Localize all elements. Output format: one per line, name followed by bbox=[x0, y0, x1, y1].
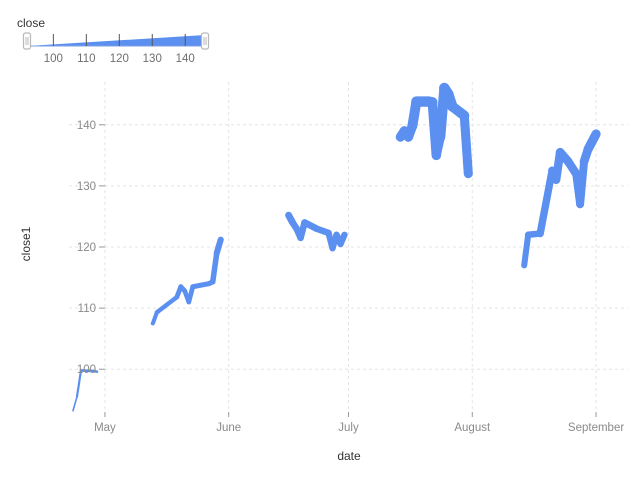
line-segment bbox=[209, 250, 220, 285]
series-layer bbox=[72, 82, 601, 412]
size-legend-tick-label: 140 bbox=[176, 53, 195, 65]
x-axis: May June July August September bbox=[94, 412, 624, 434]
line-segment bbox=[536, 166, 556, 238]
x-tick-label: August bbox=[454, 422, 491, 434]
line-segment bbox=[190, 281, 212, 290]
size-legend-tick-label: 130 bbox=[143, 53, 162, 65]
y-axis-title: close1 bbox=[19, 226, 33, 261]
series-segment bbox=[521, 129, 601, 269]
size-legend-tick-label: 100 bbox=[44, 53, 63, 65]
line-segment bbox=[91, 369, 99, 373]
size-legend-max-handle[interactable] bbox=[200, 32, 210, 50]
x-axis-title: date bbox=[337, 449, 361, 463]
line-segment bbox=[337, 231, 348, 248]
y-axis: 100 110 120 130 140 bbox=[77, 120, 105, 376]
line-segment bbox=[186, 284, 196, 305]
line-segment bbox=[79, 369, 95, 373]
series-segment bbox=[150, 236, 224, 326]
line-segment bbox=[459, 111, 473, 179]
size-legend[interactable]: close 100 110 120 130 140 bbox=[17, 16, 210, 65]
line-segment bbox=[154, 294, 180, 315]
y-tick-label: 110 bbox=[78, 303, 96, 315]
line-segment bbox=[72, 395, 78, 412]
y-tick-label: 130 bbox=[77, 181, 96, 193]
x-tick-label: May bbox=[94, 422, 116, 434]
size-legend-scale: 100 110 120 130 140 bbox=[22, 32, 210, 65]
grid bbox=[69, 82, 628, 412]
y-tick-label: 100 bbox=[77, 364, 96, 376]
line-segment bbox=[213, 236, 224, 257]
x-tick-label: July bbox=[338, 422, 359, 434]
size-legend-title: close bbox=[17, 16, 45, 30]
x-tick-label: June bbox=[216, 422, 241, 434]
line-segment bbox=[576, 157, 589, 209]
y-tick-label: 120 bbox=[77, 242, 96, 254]
line-segment bbox=[521, 231, 532, 269]
size-legend-min-handle[interactable] bbox=[22, 32, 32, 50]
y-tick-label: 140 bbox=[77, 120, 96, 132]
series-segment bbox=[72, 369, 99, 412]
size-legend-wedge bbox=[27, 35, 205, 46]
size-legend-tick-label: 110 bbox=[77, 53, 95, 65]
series-segment bbox=[285, 211, 348, 252]
line-segment bbox=[75, 369, 83, 398]
x-tick-label: September bbox=[568, 422, 624, 434]
series-segment bbox=[395, 82, 473, 179]
line-segment bbox=[583, 129, 601, 154]
size-legend-tick-label: 120 bbox=[110, 53, 129, 65]
